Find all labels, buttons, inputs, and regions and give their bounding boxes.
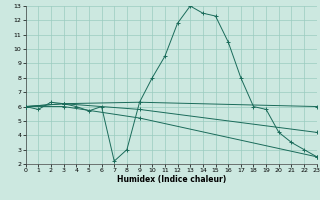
X-axis label: Humidex (Indice chaleur): Humidex (Indice chaleur) xyxy=(116,175,226,184)
